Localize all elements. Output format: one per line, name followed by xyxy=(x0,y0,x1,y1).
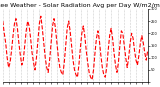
Title: Milwaukee Weather - Solar Radiation Avg per Day W/m2/minute: Milwaukee Weather - Solar Radiation Avg … xyxy=(0,3,160,8)
